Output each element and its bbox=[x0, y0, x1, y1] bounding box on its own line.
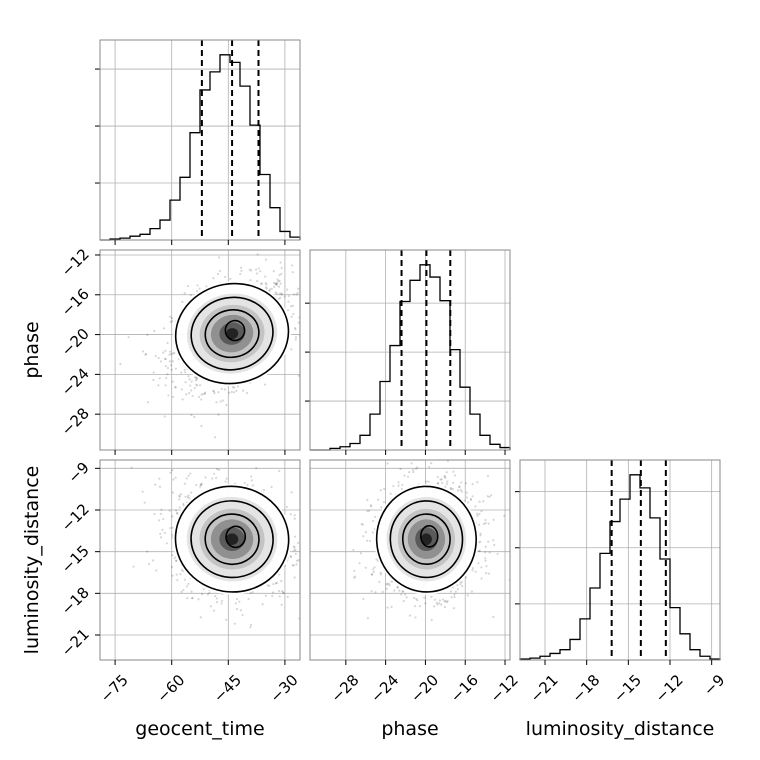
y-tick-label-luminosity_distance-4: −9 bbox=[64, 458, 92, 486]
contour-phase-luminosity_distance-1 bbox=[389, 500, 464, 579]
contour-phase-luminosity_distance-3 bbox=[420, 525, 439, 548]
panel-hist-geocent_time bbox=[95, 39, 301, 241]
contour-geocent_time-phase-2 bbox=[204, 309, 260, 359]
x-tick-label-phase-4: −12 bbox=[487, 671, 522, 706]
frame-geocent_time-phase bbox=[99, 249, 301, 451]
panel-2d-phase-luminosity_distance bbox=[309, 459, 511, 661]
x-tick-label-phase-2: −20 bbox=[407, 671, 442, 706]
panel-hist-phase bbox=[305, 249, 511, 451]
histogram-luminosity_distance bbox=[519, 474, 721, 660]
y-tick-label-luminosity_distance-2: −15 bbox=[58, 542, 93, 577]
x-axis-label-geocent_time: geocent_time bbox=[135, 718, 264, 740]
panel-2d-geocent_time-phase: −28 −24 −20 −16 −12 bbox=[58, 245, 301, 451]
contour-geocent_time-phase-1 bbox=[190, 296, 274, 371]
contour-geocent_time-luminosity_distance-0 bbox=[174, 485, 290, 593]
contour-geocent_time-luminosity_distance-1 bbox=[190, 500, 274, 579]
y-tick-label-phase-3: −16 bbox=[58, 285, 93, 320]
contour-geocent_time-luminosity_distance-3 bbox=[225, 525, 247, 549]
y-tick-label-luminosity_distance-0: −21 bbox=[58, 625, 93, 660]
x-axis-label-phase: phase bbox=[381, 718, 438, 740]
panel-hist-luminosity_distance bbox=[515, 459, 721, 661]
contours-geocent_time-luminosity_distance bbox=[174, 485, 290, 593]
y-tick-label-phase-0: −28 bbox=[58, 404, 93, 439]
x-tick-label-phase-1: −24 bbox=[367, 671, 402, 706]
contour-phase-luminosity_distance-0 bbox=[375, 485, 477, 593]
frame-phase bbox=[309, 249, 511, 451]
x-tick-label-luminosity_distance-1: −18 bbox=[568, 671, 603, 706]
histogram-geocent_time bbox=[100, 54, 301, 241]
x-tick-label-geocent_time-2: −45 bbox=[210, 671, 245, 706]
x-tick-label-geocent_time-3: −30 bbox=[267, 671, 302, 706]
x-tick-label-geocent_time-1: −60 bbox=[153, 671, 188, 706]
contours-phase-luminosity_distance bbox=[375, 485, 477, 593]
y-axis-label-phase: phase bbox=[21, 321, 43, 378]
x-tick-label-luminosity_distance-2: −15 bbox=[610, 671, 645, 706]
frame-geocent_time-luminosity_distance bbox=[99, 459, 301, 661]
frame-luminosity_distance bbox=[519, 459, 721, 661]
y-axis-label-luminosity_distance: luminosity_distance bbox=[21, 466, 43, 655]
histogram-phase bbox=[310, 264, 511, 451]
y-tick-label-phase-1: −24 bbox=[58, 364, 93, 399]
frame-phase-luminosity_distance bbox=[309, 459, 511, 661]
x-tick-label-geocent_time-0: −75 bbox=[97, 671, 132, 706]
y-tick-label-phase-2: −20 bbox=[58, 325, 93, 360]
x-tick-label-phase-3: −16 bbox=[447, 671, 482, 706]
contour-geocent_time-phase-0 bbox=[174, 282, 290, 385]
frame-geocent_time bbox=[99, 39, 301, 241]
density-geocent_time-phase bbox=[172, 281, 292, 387]
x-tick-label-luminosity_distance-0: −21 bbox=[527, 671, 562, 706]
panel-2d-geocent_time-luminosity_distance: −21 −18 −15 −12 −9 bbox=[58, 458, 301, 661]
grid-phase bbox=[310, 250, 510, 450]
contours-geocent_time-phase bbox=[174, 282, 290, 385]
contour-geocent_time-luminosity_distance-2 bbox=[204, 513, 260, 566]
y-tick-label-phase-4: −12 bbox=[58, 245, 93, 280]
x-axis-label-luminosity_distance: luminosity_distance bbox=[526, 718, 715, 740]
grid-luminosity_distance bbox=[520, 460, 720, 660]
x-tick-label-luminosity_distance-3: −12 bbox=[652, 671, 687, 706]
grid-geocent_time bbox=[100, 40, 300, 240]
contour-geocent_time-phase-3 bbox=[224, 319, 246, 342]
x-tick-label-luminosity_distance-4: −9 bbox=[700, 671, 728, 699]
y-tick-label-luminosity_distance-3: −12 bbox=[58, 500, 93, 535]
y-tick-label-luminosity_distance-1: −18 bbox=[58, 583, 93, 618]
contour-phase-luminosity_distance-2 bbox=[401, 513, 451, 566]
x-tick-label-phase-0: −28 bbox=[327, 671, 362, 706]
